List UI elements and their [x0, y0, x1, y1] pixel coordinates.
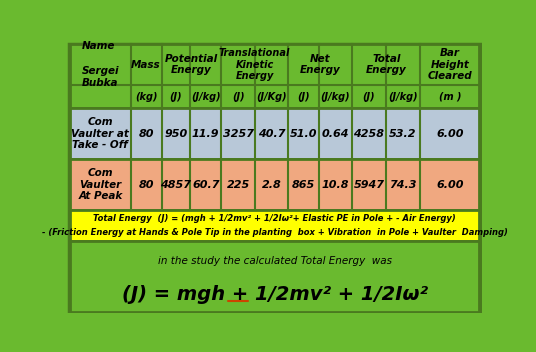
Text: 3257: 3257: [223, 129, 254, 139]
Bar: [70, 44, 479, 108]
Text: (J): (J): [169, 92, 182, 102]
Text: 60.7: 60.7: [192, 180, 219, 190]
Text: (m ): (m ): [438, 92, 461, 102]
Text: 6.00: 6.00: [436, 129, 464, 139]
Text: Com
Vaulter
At Peak: Com Vaulter At Peak: [78, 168, 122, 201]
Bar: [70, 159, 479, 210]
Text: 53.2: 53.2: [389, 129, 416, 139]
Text: Total
Energy: Total Energy: [366, 54, 407, 75]
Text: (J): (J): [297, 92, 310, 102]
Text: Com
Vaulter at
Take - Off: Com Vaulter at Take - Off: [71, 117, 129, 150]
Text: 11.9: 11.9: [192, 129, 219, 139]
Text: Total Energy  (J) = (mgh + 1/2mv² + 1/2Iω²+ Elastic PE in Pole + - Air Energy): Total Energy (J) = (mgh + 1/2mv² + 1/2Iω…: [93, 214, 456, 223]
Bar: [70, 108, 479, 159]
Text: Bar
Height
Cleared: Bar Height Cleared: [428, 48, 472, 81]
Text: 80: 80: [138, 180, 154, 190]
Text: (J/kg): (J/kg): [321, 92, 351, 102]
Text: 2.8: 2.8: [262, 180, 281, 190]
Text: Net
Energy: Net Energy: [300, 54, 340, 75]
Text: 0.64: 0.64: [322, 129, 349, 139]
Bar: [70, 241, 479, 312]
Text: (kg): (kg): [135, 92, 157, 102]
Text: 4258: 4258: [353, 129, 384, 139]
Text: 80: 80: [138, 129, 154, 139]
Text: 225: 225: [227, 180, 250, 190]
Text: 4857: 4857: [160, 180, 191, 190]
Text: (J): (J): [362, 92, 375, 102]
Text: (J/kg): (J/kg): [191, 92, 220, 102]
Text: 5947: 5947: [353, 180, 384, 190]
Text: 40.7: 40.7: [258, 129, 285, 139]
Text: 74.3: 74.3: [389, 180, 416, 190]
Text: 51.0: 51.0: [289, 129, 317, 139]
Text: - (Friction Energy at Hands & Pole Tip in the planting  box + Vibration  in Pole: - (Friction Energy at Hands & Pole Tip i…: [42, 228, 508, 237]
Text: (J): (J): [232, 92, 244, 102]
Bar: [70, 210, 479, 241]
Text: (J) = mgh + 1/2mv² + 1/2Iω²: (J) = mgh + 1/2mv² + 1/2Iω²: [122, 284, 428, 303]
Text: (J/Kg): (J/Kg): [256, 92, 287, 102]
Text: in the study the calculated Total Energy  was: in the study the calculated Total Energy…: [158, 256, 392, 266]
Text: 865: 865: [292, 180, 315, 190]
Text: 950: 950: [164, 129, 188, 139]
Text: (J/kg): (J/kg): [388, 92, 418, 102]
Text: Potential
Energy: Potential Energy: [165, 54, 218, 75]
Text: Mass: Mass: [131, 59, 161, 70]
Text: 6.00: 6.00: [436, 180, 464, 190]
Text: 10.8: 10.8: [322, 180, 349, 190]
Text: Name

Sergei
Bubka: Name Sergei Bubka: [81, 41, 119, 88]
Text: Translational
Kinetic
Energy: Translational Kinetic Energy: [219, 48, 290, 81]
